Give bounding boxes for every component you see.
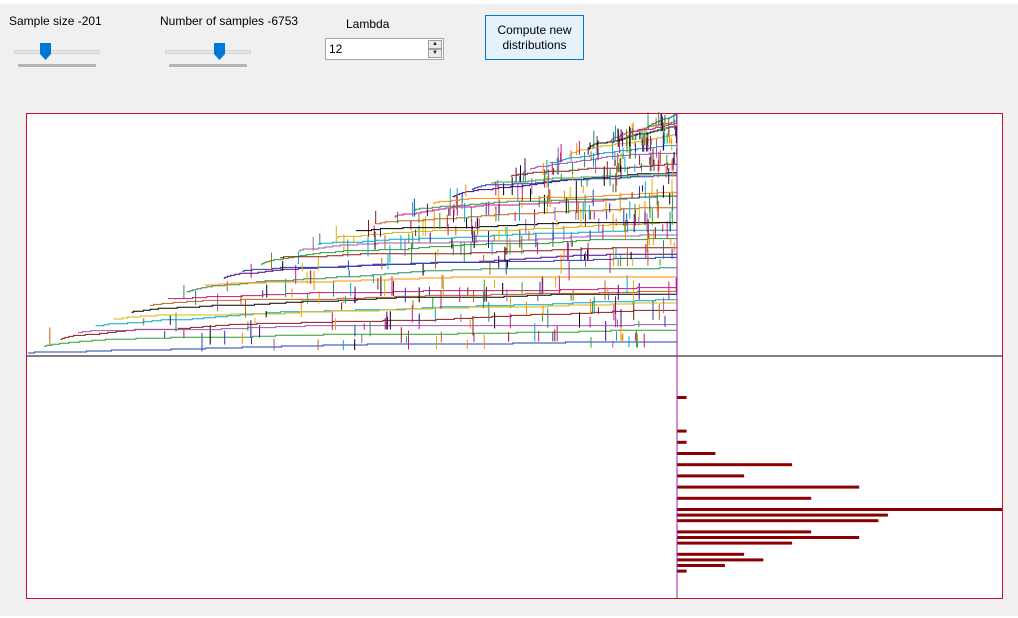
lambda-stepper[interactable]: ▲ ▼ (325, 38, 444, 60)
histogram-bar (677, 564, 725, 567)
cumulative-line (95, 298, 678, 327)
cumulative-line (43, 329, 678, 347)
histogram-bar (677, 485, 860, 489)
cumulative-line (168, 287, 677, 300)
slider-track[interactable] (165, 50, 251, 54)
histogram-bar (677, 513, 888, 517)
histogram-bar (677, 452, 716, 455)
histogram-bar (677, 536, 860, 539)
cumulative-line (113, 302, 678, 320)
plot-frame (26, 113, 1003, 599)
lambda-label: Lambda (346, 17, 390, 31)
histogram-bar (677, 496, 812, 500)
cumulative-line (647, 114, 677, 130)
cumulative-line (298, 234, 678, 252)
histogram-bar (677, 519, 879, 523)
spin-down-button[interactable]: ▼ (428, 49, 442, 58)
cumulative-line (28, 341, 678, 354)
cumulative-line (491, 173, 677, 184)
cumulative-line (205, 276, 677, 286)
cumulative-line (261, 238, 677, 266)
histogram-bar (677, 508, 1003, 511)
histogram-bar (677, 396, 687, 399)
histogram-bars (677, 396, 1003, 573)
sample-size-label: Sample size -201 (9, 14, 102, 28)
cumulative-line (433, 191, 677, 204)
slider-ticks (18, 64, 96, 67)
slider-ticks (169, 64, 247, 67)
cumulative-line (317, 229, 677, 245)
cumulative-lines (28, 112, 678, 354)
cumulative-line (471, 175, 677, 191)
cumulative-line (242, 256, 677, 272)
sample-size-slider[interactable] (12, 40, 102, 70)
lambda-input[interactable] (326, 39, 426, 59)
histogram-bar (677, 552, 745, 556)
cumulative-line (131, 293, 677, 313)
cumulative-line (78, 323, 678, 334)
cumulative-line (549, 145, 677, 164)
cumulative-line (149, 290, 678, 306)
histogram-bar (677, 440, 687, 444)
histogram-bar (677, 569, 687, 573)
slider-thumb[interactable] (213, 43, 225, 60)
histogram-bar (677, 558, 764, 562)
cumulative-line (510, 163, 677, 177)
cumulative-line (569, 133, 678, 157)
compute-button[interactable]: Compute new distributions (485, 15, 584, 60)
histogram-bar (677, 474, 745, 478)
histogram-bar (677, 429, 687, 433)
cumulative-line (280, 246, 678, 259)
cumulative-line (60, 309, 677, 340)
histogram-bar (677, 463, 793, 467)
cumulative-line (186, 266, 678, 293)
cumulative-line (413, 195, 678, 211)
slider-track[interactable] (14, 50, 100, 54)
histogram-bar (677, 530, 812, 534)
slider-thumb[interactable] (40, 43, 52, 60)
spin-up-button[interactable]: ▲ (428, 40, 442, 49)
histogram-bar (677, 541, 793, 545)
num-samples-slider[interactable] (163, 40, 253, 70)
num-samples-label: Number of samples -6753 (160, 14, 299, 28)
